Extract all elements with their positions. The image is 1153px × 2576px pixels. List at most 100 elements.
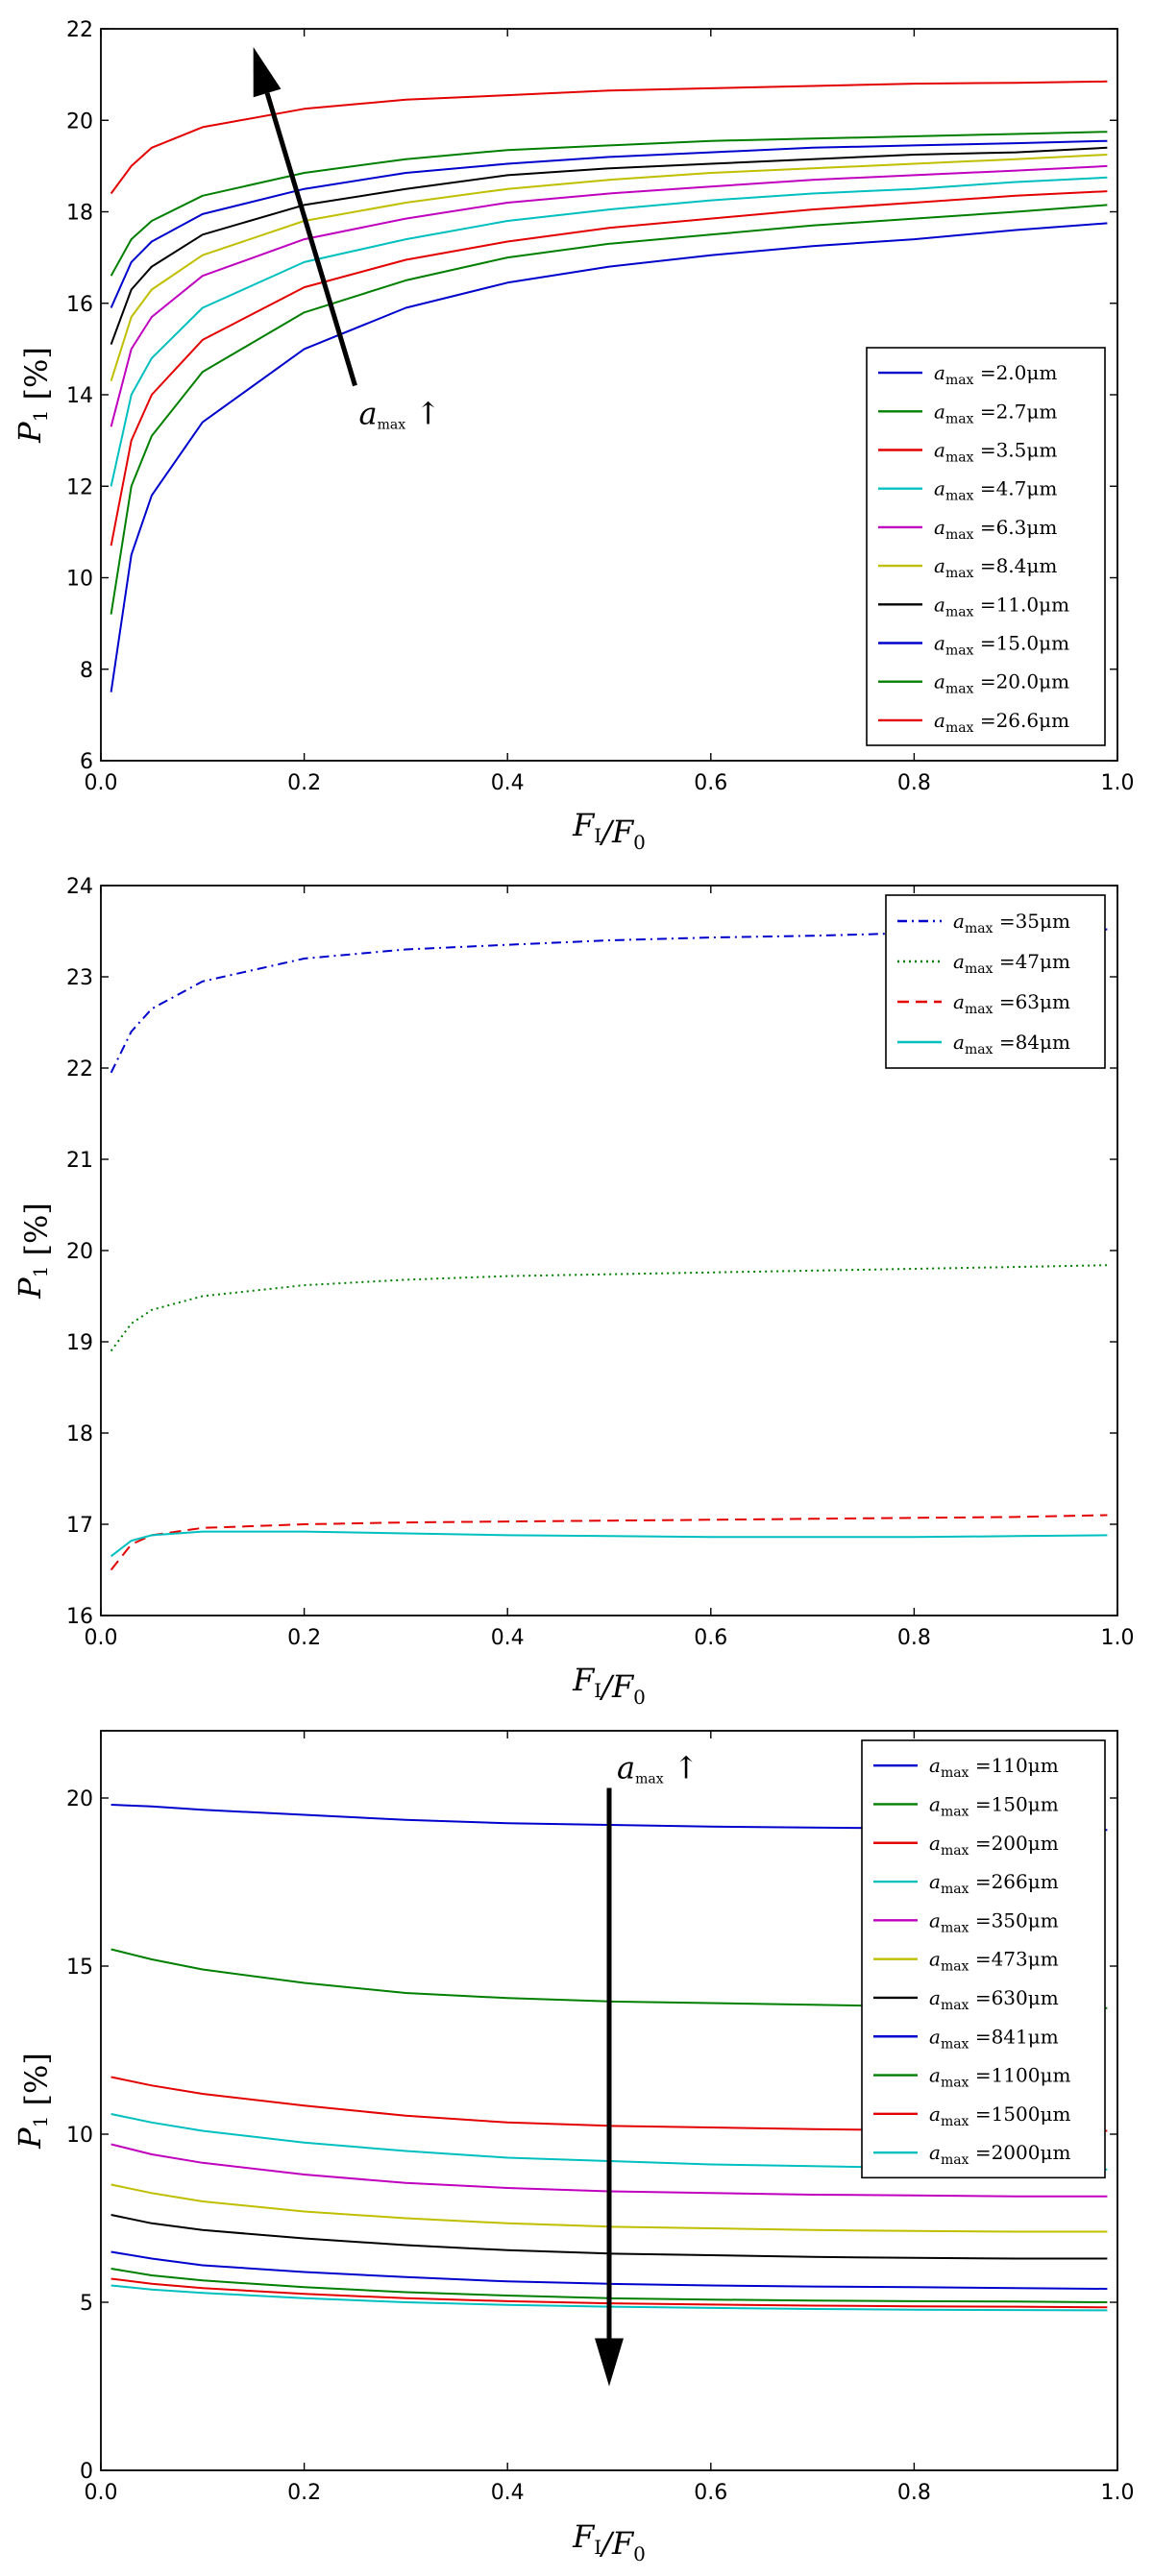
series-line-6 [110,154,1108,382]
y-tick-label: 14 [66,384,93,408]
y-tick-label: 10 [66,568,93,592]
legend-entry: amax =473μm [929,1948,1059,1975]
x-tick-label: 0.4 [491,1626,525,1650]
legend-entry: amax =200μm [929,1832,1059,1859]
annotation-arrow-head [253,47,282,98]
legend-entry: amax =630μm [929,1986,1059,2013]
x-tick-label: 0.6 [694,1626,727,1650]
x-tick-label: 0.4 [491,771,525,795]
series-line-8 [110,2250,1108,2290]
legend-entry: amax =350μm [929,1908,1059,1935]
series-line-8 [110,139,1108,308]
series-line-10 [110,80,1108,195]
y-tick-label: 0 [80,2460,93,2484]
series-line-9 [110,131,1108,277]
series-line-10 [110,2277,1108,2309]
y-tick-label: 22 [66,1057,93,1081]
x-tick-label: 0.8 [897,2481,931,2505]
x-tick-label: 0.0 [85,2481,118,2505]
x-tick-label: 1.0 [1101,771,1135,795]
legend-entry: amax =20.0μm [934,670,1069,697]
series-line-5 [110,2143,1108,2198]
series-line-9 [110,2268,1108,2303]
legend-entry: amax =47μm [953,950,1070,977]
annotation-label: amax ↑ [359,395,442,432]
x-tick-label: 0.6 [694,2481,727,2505]
legend-entry: amax =63μm [953,990,1070,1017]
legend-entry: amax =26.6μm [934,709,1069,736]
legend-entry: amax =841μm [929,2025,1059,2052]
x-tick-label: 0.2 [287,771,321,795]
x-tick-label: 0.2 [287,2481,321,2505]
x-tick-label: 1.0 [1101,1626,1135,1650]
x-tick-label: 0.0 [85,771,118,795]
legend-entry: amax =1500μm [929,2102,1070,2129]
y-tick-label: 12 [66,475,93,499]
y-axis-label: P1 [%] [12,347,55,444]
series-line-7 [110,2214,1108,2260]
series-line-3 [110,190,1108,547]
annotation-arrow-shaft [264,92,357,387]
y-tick-label: 24 [66,875,93,899]
legend-box [885,894,1106,1069]
y-tick-label: 20 [66,1787,93,1811]
series-line-2 [110,204,1108,615]
x-tick-label: 0.0 [85,1626,118,1650]
legend-entry: amax =1100μm [929,2064,1070,2091]
legend-box [866,347,1106,746]
legend-entry: amax =2.7μm [934,400,1057,426]
legend-entry: amax =266μm [929,1870,1059,1897]
x-axis-label: FI/F0 [572,2518,646,2565]
y-tick-label: 22 [66,18,93,42]
y-tick-label: 23 [66,966,93,990]
series-line-6 [110,2183,1108,2233]
y-tick-label: 20 [66,1240,93,1264]
x-tick-label: 1.0 [1101,2481,1135,2505]
legend-entry: amax =15.0μm [934,632,1069,659]
legend-entry: amax =35μm [953,910,1070,936]
legend-entry: amax =2000μm [929,2141,1070,2168]
x-axis-label: FI/F0 [572,807,646,854]
y-tick-label: 5 [80,2292,93,2316]
legend-entry: amax =8.4μm [934,554,1057,581]
chart-panel-3: 0.0 0.2 0.4 0.6 0.8 1.0 0 5 10 15 20 FI/F0 P1 [%] ama… [12,1730,1135,2565]
series-line-5 [110,164,1108,427]
y-axis-label: P1 [%] [12,2053,55,2150]
x-tick-label: 0.6 [694,771,727,795]
y-tick-label: 18 [66,202,93,226]
annotation-arrow-head [595,2338,624,2387]
chart-panel-1: 0.0 0.2 0.4 0.6 0.8 1.0 6 8 10 12 14 16 18 20 22 FI/F0 P… [12,18,1135,854]
series-line-11 [110,2284,1108,2312]
series-line-2 [110,1264,1108,1352]
legend-entry: amax =84μm [953,1031,1070,1057]
x-tick-label: 0.4 [491,2481,525,2505]
series-line-3 [110,1514,1108,1571]
series-line-4 [110,1530,1108,1558]
legend-entry: amax =2.0μm [934,361,1057,388]
y-tick-label: 19 [66,1331,93,1355]
x-tick-label: 0.2 [287,1626,321,1650]
legend: amax =110μm amax =150μm amax =200μm amax =2… [861,1739,1106,2179]
y-tick-label: 18 [66,1422,93,1446]
legend: amax =35μm amax =47μm amax =63μm amax =84μm [885,894,1106,1069]
x-tick-label: 0.8 [897,771,931,795]
legend-entry: amax =3.5μm [934,439,1057,466]
y-tick-label: 16 [66,293,93,317]
y-tick-label: 17 [66,1514,93,1538]
series-line-1 [110,222,1108,693]
x-tick-label: 0.8 [897,1626,931,1650]
series-line-7 [110,146,1108,345]
chart-panel-2: 0.0 0.2 0.4 0.6 0.8 1.0 16 17 18 19 20 21 22 23 24 FI/F… [12,875,1135,1709]
legend-entry: amax =4.7μm [934,477,1057,504]
legend-entry: amax =11.0μm [934,593,1069,620]
legend-entry: amax =150μm [929,1792,1059,1819]
y-axis-label: P1 [%] [12,1203,55,1300]
y-tick-label: 8 [80,659,93,683]
legend: amax =2.0μm amax =2.7μm amax =3.5μm amax =4… [866,347,1106,746]
plot-frame [100,1730,1118,2471]
y-tick-label: 10 [66,2124,93,2148]
y-tick-label: 20 [66,109,93,134]
y-tick-label: 6 [80,750,93,774]
series-line-4 [110,176,1108,487]
